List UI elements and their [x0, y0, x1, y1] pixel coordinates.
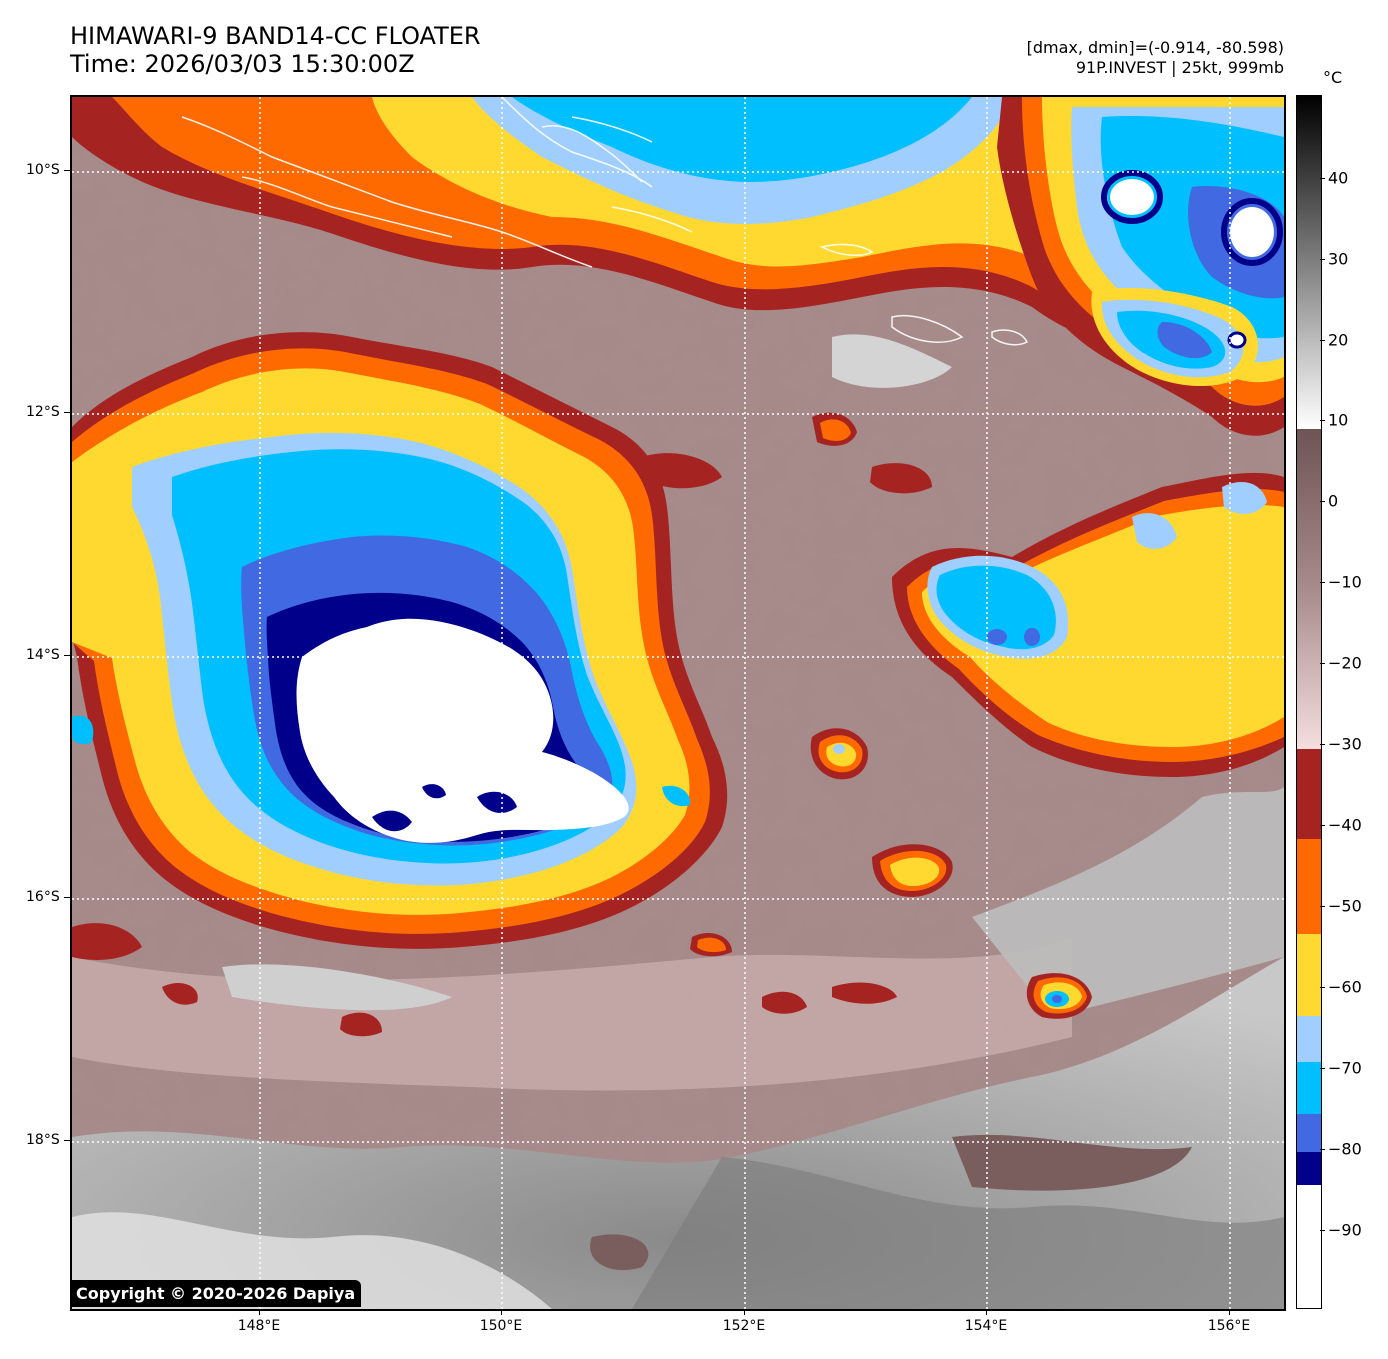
colorbar-tick-minus20: −20: [1328, 653, 1362, 673]
lat-tick: [64, 1140, 70, 1141]
colorbar-gradient: [1297, 96, 1321, 1308]
lat-label-12s: 12°S: [26, 404, 60, 420]
lat-label-14s: 14°S: [26, 647, 60, 663]
chart-title: HIMAWARI-9 BAND14-CC FLOATER Time: 2026/…: [70, 22, 481, 78]
storm-info: [dmax, dmin]=(-0.914, -80.598) 91P.INVES…: [1027, 38, 1284, 78]
lon-tick: [744, 1309, 745, 1315]
colorbar-tickmark: [1320, 259, 1325, 260]
colorbar-tickmark: [1320, 987, 1325, 988]
colorbar-tickmark: [1320, 744, 1325, 745]
lon-label-150e: 150°E: [479, 1318, 523, 1334]
colorbar-tick-minus10: −10: [1328, 572, 1362, 592]
colorbar-tick-minus80: −80: [1328, 1139, 1362, 1159]
colorbar-tick-minus40: −40: [1328, 815, 1362, 835]
colorbar-tickmark: [1320, 178, 1325, 179]
satellite-map: [70, 95, 1286, 1311]
lat-tick: [64, 897, 70, 898]
lat-label-18s: 18°S: [26, 1132, 60, 1148]
lon-tick: [501, 1309, 502, 1315]
storm-id-readout: 91P.INVEST | 25kt, 999mb: [1075, 58, 1284, 77]
colorbar-tick-0: 0: [1328, 491, 1339, 511]
colorbar-tick-20: 20: [1328, 330, 1349, 350]
colorbar-tick-minus30: −30: [1328, 734, 1362, 754]
lat-tick: [64, 170, 70, 171]
colorbar: [1296, 95, 1322, 1309]
colorbar-tick-minus70: −70: [1328, 1058, 1362, 1078]
title-product: HIMAWARI-9 BAND14-CC FLOATER: [70, 22, 481, 50]
colorbar-tickmark: [1320, 1068, 1325, 1069]
lon-tick: [986, 1309, 987, 1315]
lat-label-10s: 10°S: [26, 162, 60, 178]
lon-label-154e: 154°E: [964, 1318, 1008, 1334]
lon-label-148e: 148°E: [237, 1318, 281, 1334]
satellite-imagery: [72, 97, 1284, 1309]
colorbar-tickmark: [1320, 420, 1325, 421]
colorbar-tickmark: [1320, 582, 1325, 583]
colorbar-tickmark: [1320, 663, 1325, 664]
lat-tick: [64, 655, 70, 656]
colorbar-tick-40: 40: [1328, 168, 1349, 188]
lon-tick: [259, 1309, 260, 1315]
colorbar-tickmark: [1320, 906, 1325, 907]
colorbar-tick-minus60: −60: [1328, 977, 1362, 997]
lat-label-16s: 16°S: [26, 889, 60, 905]
colorbar-tick-minus90: −90: [1328, 1220, 1362, 1240]
colorbar-tickmark: [1320, 825, 1325, 826]
colorbar-tickmark: [1320, 1230, 1325, 1231]
colorbar-tick-minus50: −50: [1328, 896, 1362, 916]
colorbar-tick-30: 30: [1328, 249, 1349, 269]
title-time: Time: 2026/03/03 15:30:00Z: [70, 50, 415, 78]
copyright-badge: Copyright © 2020-2026 Dapiya: [70, 1280, 362, 1307]
dmax-dmin-readout: [dmax, dmin]=(-0.914, -80.598): [1026, 38, 1284, 57]
colorbar-tickmark: [1320, 1149, 1325, 1150]
coastline-outline: [181, 97, 1029, 346]
lon-label-156e: 156°E: [1207, 1318, 1251, 1334]
lat-tick: [64, 412, 70, 413]
colorbar-tickmark: [1320, 340, 1325, 341]
colorbar-unit: °C: [1323, 68, 1343, 87]
colorbar-tickmark: [1320, 501, 1325, 502]
lon-label-152e: 152°E: [722, 1318, 766, 1334]
lon-tick: [1229, 1309, 1230, 1315]
colorbar-tick-10: 10: [1328, 410, 1349, 430]
gridlines: [72, 97, 1284, 1309]
